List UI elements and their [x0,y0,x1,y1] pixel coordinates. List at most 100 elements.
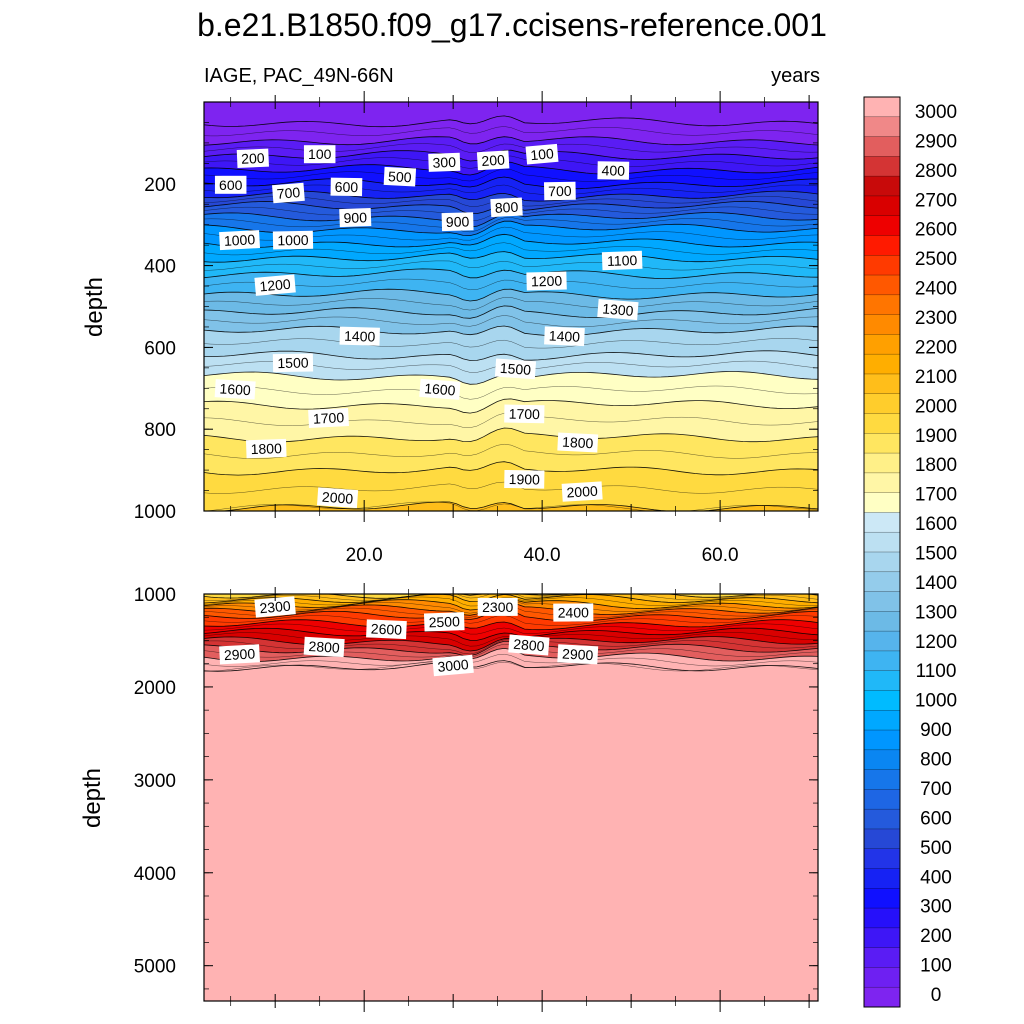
colorbar-swatch [864,611,900,632]
svg-text:800: 800 [494,199,518,216]
svg-text:1900: 1900 [509,471,541,488]
contour-line [204,190,818,202]
contour-label: 2500 [423,612,465,632]
colorbar-swatch [864,413,900,434]
colorbar-swatch [864,650,900,672]
contour-label: 1700 [504,404,545,424]
colorbar-swatch [864,255,900,276]
contour-label: 700 [272,182,305,204]
svg-text:1200: 1200 [531,273,563,290]
contour-label: 2300 [254,596,296,618]
plot-frame [203,593,819,1002]
contour-label: 1400 [544,326,585,347]
svg-text:700: 700 [276,184,301,202]
contour-line [204,325,818,337]
contour-label: 1500 [272,353,314,373]
colorbar-label: 300 [920,897,952,918]
svg-text:2000: 2000 [566,483,598,501]
contour-line [204,268,818,279]
contour-line [204,338,818,349]
contour-line [204,288,818,302]
colorbar-swatch [864,868,900,889]
colorbar-label: 2400 [915,279,957,300]
contour-line [204,427,818,443]
colorbar-label: 2500 [915,249,957,270]
colorbar-swatch [864,334,900,355]
contour-line [204,155,818,169]
colorbar-swatch [864,789,900,810]
colorbar-swatch [864,749,900,771]
chart-title: b.e21.B1850.f09_g17.ccisens-reference.00… [197,7,827,43]
svg-text:2300: 2300 [482,599,513,615]
colorbar-swatch [864,512,900,533]
contour-line [204,653,818,667]
contour-label: 2900 [219,644,260,665]
colorbar-swatch [864,176,900,197]
svg-text:500: 500 [388,168,412,185]
colorbar-label: 1100 [916,661,957,682]
units-label: years [771,65,820,87]
colorbar-swatch [864,848,900,870]
contour-label: 2800 [508,634,550,656]
svg-text:1300: 1300 [602,300,635,318]
svg-text:600: 600 [335,179,359,195]
contour-line [204,278,818,291]
colorbar-label: 200 [920,926,952,947]
contour-line [204,461,818,476]
contour-line [204,594,818,601]
contour-label: 1000 [272,230,314,250]
contour-label: 2000 [561,481,603,502]
contour-line [204,619,818,631]
contour-label: 2600 [366,619,407,640]
contour-label: 600 [330,177,363,197]
svg-text:2300: 2300 [259,598,292,617]
colorbar-swatch [864,571,900,593]
colorbar-swatch [864,908,900,929]
y-tick-label: 200 [144,175,176,196]
y-tick-label: 2000 [134,678,176,699]
y-tick-label: 1000 [134,502,176,523]
svg-text:400: 400 [601,162,625,178]
svg-text:1500: 1500 [499,360,531,378]
svg-text:1700: 1700 [313,409,345,427]
contour-line [204,115,818,128]
y-tick-label: 400 [144,257,176,278]
colorbar-label: 1600 [915,514,957,535]
contour-line [204,627,818,641]
contour-band [204,102,818,127]
contour-label: 2400 [553,603,594,622]
colorbar-swatch [864,354,900,375]
y-tick-label: 1000 [134,585,176,606]
contour-line [204,501,818,511]
contour-line [204,385,818,400]
colorbar-swatch [864,97,900,118]
contour-label: 1100 [601,250,643,271]
contour-line [204,594,818,604]
svg-text:1600: 1600 [219,380,251,398]
colorbar-swatch [864,828,900,850]
colorbar-swatch [864,116,900,138]
colorbar-swatch [864,453,900,474]
colorbar-swatch [864,690,900,711]
contour-label: 1200 [254,274,296,296]
contour-line [204,168,818,182]
svg-text:900: 900 [343,209,367,226]
svg-text:1800: 1800 [250,440,282,457]
contour-line [204,501,818,511]
contour-line [204,350,818,361]
colorbar-label: 2000 [915,396,957,417]
colorbar-swatch [864,433,900,454]
svg-text:1000: 1000 [277,232,309,249]
y-tick-label: 600 [144,338,176,359]
svg-text:1500: 1500 [277,355,309,372]
contour-label: 1900 [504,469,545,489]
contour-label: 2300 [477,597,518,616]
y-tick-label: 5000 [134,957,176,978]
svg-text:100: 100 [530,145,555,163]
lower-depth-panel: 2300 2300 2400 2500 2600 2800 2800 2900 2900 3000… [134,583,819,1012]
svg-text:900: 900 [446,213,470,230]
contour-label: 900 [339,208,372,228]
upper-depth-panel: 200 100 300 200 100 400 600 700 600 500 700 800 900 9… [134,91,819,566]
colorbar-swatch [864,472,900,494]
